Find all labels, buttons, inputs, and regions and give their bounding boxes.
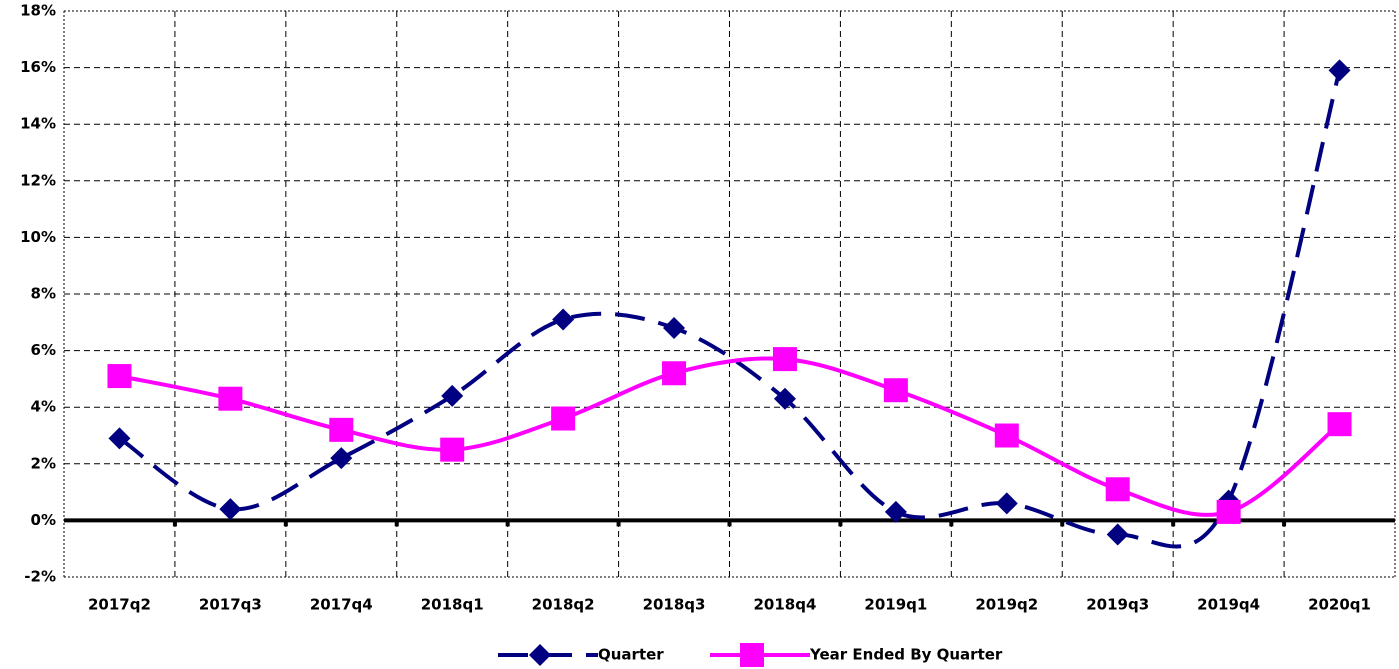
y-tick-label: 18%	[20, 2, 56, 20]
x-tick-label: 2018q2	[532, 596, 595, 614]
marker	[773, 387, 796, 410]
x-tick-label: 2017q4	[310, 596, 373, 614]
y-tick-label: 16%	[20, 58, 56, 76]
marker	[1216, 499, 1241, 524]
y-tick-label: 14%	[20, 115, 56, 133]
x-tick	[949, 520, 954, 527]
x-tick-label: 2020q1	[1308, 596, 1371, 614]
legend-marker	[529, 644, 551, 666]
x-tick-label: 2018q4	[753, 596, 816, 614]
marker	[552, 308, 575, 331]
marker	[883, 378, 908, 403]
x-tick	[1060, 520, 1065, 527]
x-tick	[1171, 520, 1176, 527]
marker	[1105, 477, 1130, 502]
marker	[772, 347, 797, 372]
y-tick-label: 4%	[31, 398, 56, 416]
marker	[1327, 412, 1352, 437]
y-tick-label: 10%	[20, 228, 56, 246]
y-tick-label: 2%	[31, 454, 56, 472]
y-tick-label: 6%	[31, 341, 56, 359]
y-tick-label: 0%	[31, 511, 56, 529]
y-tick-label: -2%	[24, 568, 56, 586]
x-tick	[394, 520, 399, 527]
x-tick	[505, 520, 510, 527]
marker	[108, 427, 131, 450]
y-tick-label: 8%	[31, 285, 56, 303]
marker	[994, 423, 1019, 448]
marker	[995, 492, 1018, 515]
x-tick-label: 2017q3	[199, 596, 262, 614]
x-tick	[838, 520, 843, 527]
x-tick-label: 2019q2	[975, 596, 1038, 614]
x-tick-label: 2019q4	[1197, 596, 1260, 614]
x-tick	[727, 520, 732, 527]
marker	[1328, 59, 1351, 82]
marker	[329, 417, 354, 442]
marker	[884, 500, 907, 523]
legend-label: Year Ended By Quarter	[809, 646, 1003, 664]
x-tick-label: 2018q3	[643, 596, 706, 614]
y-tick-label: 12%	[20, 171, 56, 189]
x-tick	[1282, 520, 1287, 527]
marker	[218, 386, 243, 411]
x-tick	[616, 520, 621, 527]
marker	[219, 498, 242, 521]
marker	[330, 447, 353, 470]
x-tick-label: 2019q1	[864, 596, 927, 614]
x-tick-label: 2017q2	[88, 596, 151, 614]
x-tick	[172, 520, 177, 527]
marker	[441, 384, 464, 407]
x-tick-label: 2019q3	[1086, 596, 1149, 614]
marker	[1106, 523, 1129, 546]
marker	[440, 437, 465, 462]
x-tick	[283, 520, 288, 527]
marker	[551, 406, 576, 431]
x-tick-label: 2018q1	[421, 596, 484, 614]
legend-marker	[740, 643, 764, 667]
marker	[662, 361, 687, 386]
marker	[663, 316, 686, 339]
legend-label: Quarter	[598, 646, 664, 664]
marker	[107, 364, 132, 389]
